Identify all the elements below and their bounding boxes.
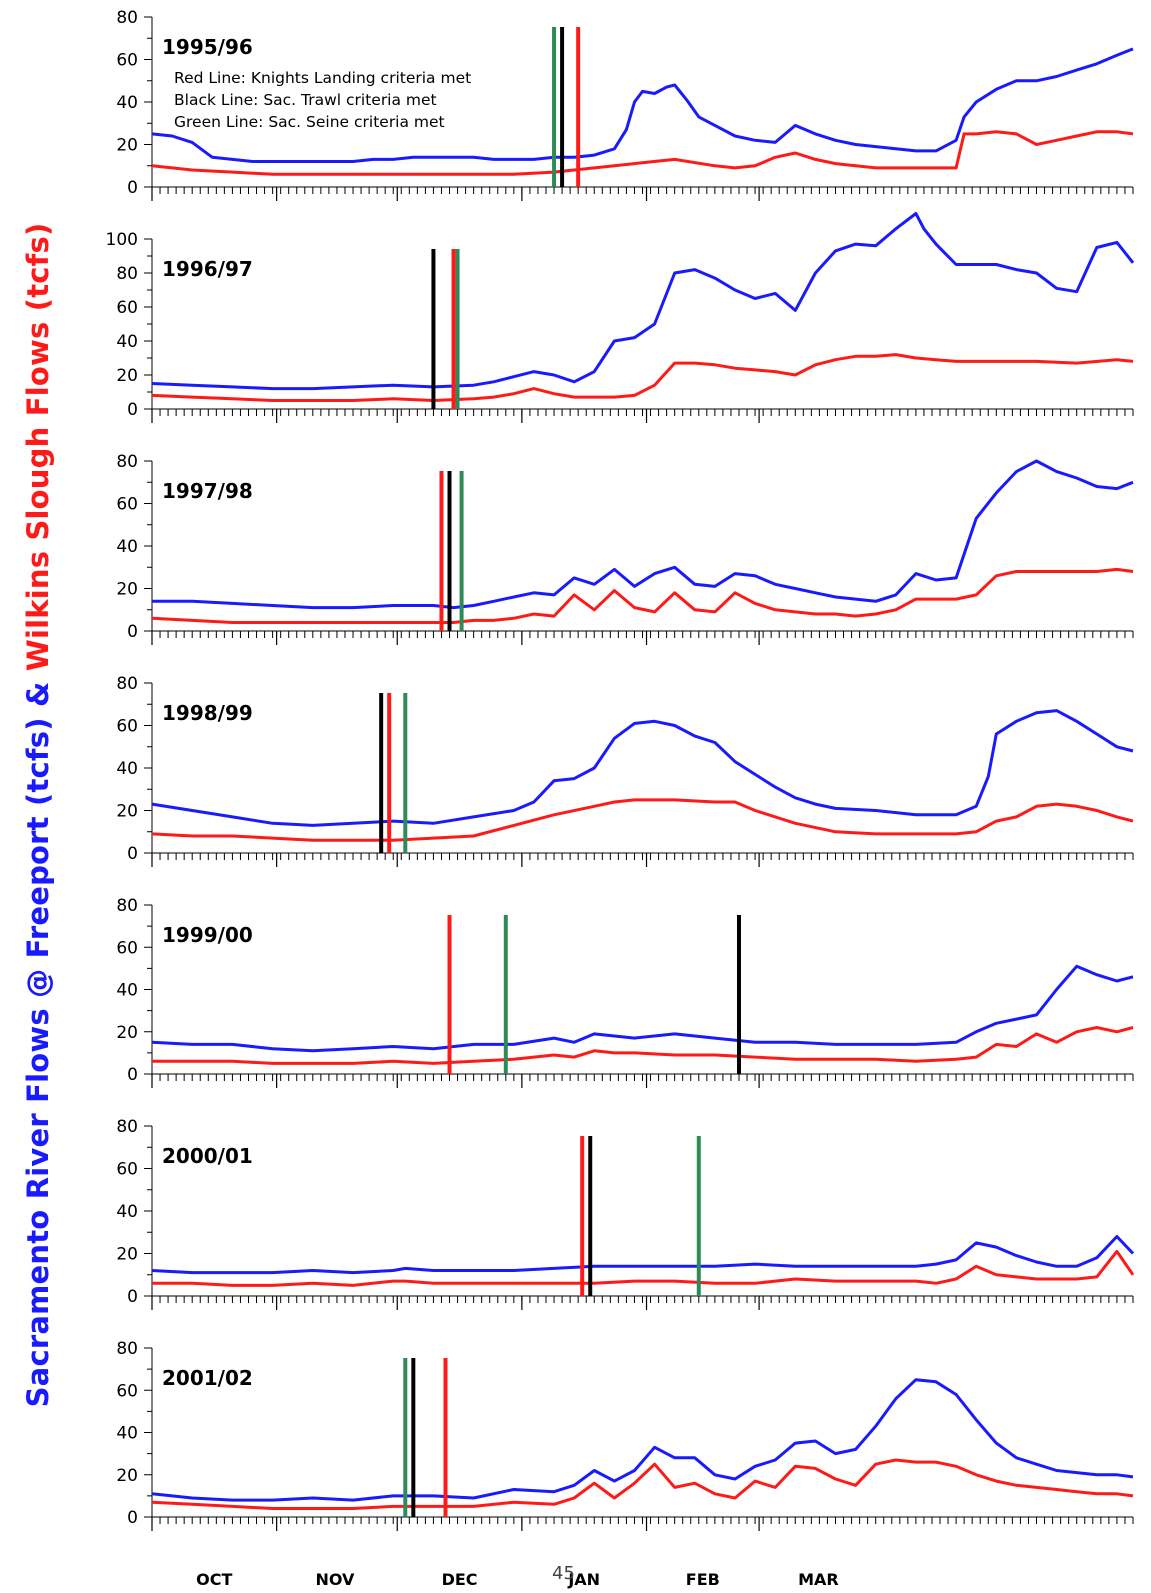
panel-title: 1995/96 <box>162 35 253 59</box>
y-tick-label: 20 <box>116 1023 138 1043</box>
panel-title: 1997/98 <box>162 479 253 503</box>
series-line-freeport <box>151 1378 1134 1502</box>
y-tick-label: 40 <box>116 1424 138 1444</box>
month-label: JAN <box>567 1570 600 1589</box>
series-line-wilkins <box>152 1026 1134 1065</box>
y-tick-label: 40 <box>116 759 138 779</box>
series-line-wilkins <box>151 353 1134 402</box>
y-tick-label: 60 <box>116 717 138 737</box>
y-tick-label: 80 <box>116 896 138 916</box>
y-tick-label: 80 <box>116 264 138 284</box>
month-label: DEC <box>442 1570 478 1589</box>
panel-title: 1998/99 <box>162 701 253 725</box>
panel-title: 2000/01 <box>162 1144 253 1168</box>
series-line-freeport <box>151 709 1134 827</box>
y-tick-label: 0 <box>127 844 138 864</box>
y-tick-label: 20 <box>116 366 138 386</box>
y-tick-label: 20 <box>116 580 138 600</box>
y-tick-label: 0 <box>127 1287 138 1307</box>
month-label: MAR <box>798 1570 839 1589</box>
y-tick-label: 20 <box>116 1245 138 1265</box>
y-tick-label: 60 <box>116 1381 138 1401</box>
page-number: 45 <box>552 1563 575 1584</box>
y-tick-label: 100 <box>106 230 138 250</box>
y-tick-label: 20 <box>116 136 138 156</box>
legend-line: Black Line: Sac. Trawl criteria met <box>174 91 437 109</box>
y-tick-label: 60 <box>116 51 138 71</box>
y-tick-label: 0 <box>127 1065 138 1085</box>
y-tick-label: 80 <box>116 8 138 28</box>
series-line-wilkins <box>151 130 1134 176</box>
y-tick-label: 80 <box>116 1117 138 1137</box>
y-tick-label: 40 <box>116 93 138 113</box>
y-tick-label: 20 <box>116 802 138 822</box>
month-label: FEB <box>686 1570 720 1589</box>
y-tick-label: 0 <box>127 400 138 420</box>
series-line-wilkins <box>151 567 1134 624</box>
y-tick-label: 0 <box>127 178 138 198</box>
series-line-wilkins <box>151 798 1134 842</box>
panel-title: 1996/97 <box>162 257 253 281</box>
y-tick-label: 40 <box>116 537 138 557</box>
month-label: OCT <box>196 1570 232 1589</box>
y-tick-label: 60 <box>116 1160 138 1180</box>
y-tick-label: 80 <box>116 1339 138 1359</box>
y-tick-label: 20 <box>116 1466 138 1486</box>
month-label: NOV <box>315 1570 355 1589</box>
y-tick-label: 40 <box>116 981 138 1001</box>
y-tick-label: 60 <box>116 298 138 318</box>
series-line-freeport <box>151 1235 1135 1275</box>
y-tick-label: 0 <box>127 1508 138 1528</box>
y-tick-label: 0 <box>127 622 138 642</box>
series-line-freeport <box>151 964 1134 1053</box>
y-tick-label: 40 <box>116 1202 138 1222</box>
y-tick-label: 80 <box>116 452 138 472</box>
series-line-freeport <box>152 459 1134 610</box>
y-tick-label: 80 <box>116 674 138 694</box>
series-line-wilkins <box>151 1458 1134 1510</box>
panel-title: 1999/00 <box>162 923 253 947</box>
y-tick-label: 60 <box>116 495 138 515</box>
panel-title: 2001/02 <box>162 1366 253 1390</box>
legend-line: Red Line: Knights Landing criteria met <box>174 69 471 87</box>
y-tick-label: 60 <box>116 938 138 958</box>
series-line-wilkins <box>152 1249 1135 1287</box>
series-line-freeport <box>151 47 1134 163</box>
legend-line: Green Line: Sac. Seine criteria met <box>174 113 445 131</box>
y-tick-label: 40 <box>116 332 138 352</box>
